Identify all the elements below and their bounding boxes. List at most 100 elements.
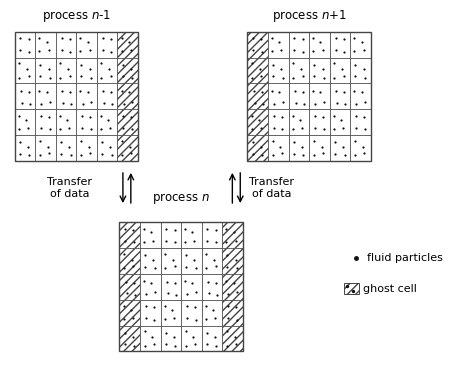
Bar bbox=[119, 326, 140, 352]
Bar bbox=[201, 300, 222, 326]
Bar bbox=[161, 300, 181, 326]
Bar bbox=[330, 83, 350, 109]
Text: process $n$-1: process $n$-1 bbox=[42, 8, 111, 24]
Bar bbox=[97, 32, 118, 57]
Bar bbox=[247, 83, 268, 109]
Bar bbox=[201, 274, 222, 300]
Bar bbox=[247, 57, 268, 83]
Bar bbox=[222, 300, 243, 326]
Bar bbox=[350, 83, 371, 109]
Bar bbox=[181, 248, 201, 274]
Bar bbox=[247, 109, 268, 135]
Bar bbox=[350, 135, 371, 161]
Bar bbox=[309, 109, 330, 135]
Text: Transfer
of data: Transfer of data bbox=[249, 177, 294, 199]
Bar bbox=[15, 135, 35, 161]
Bar bbox=[118, 135, 138, 161]
Bar bbox=[119, 222, 243, 352]
Bar bbox=[15, 32, 138, 161]
Bar bbox=[247, 135, 268, 161]
Bar bbox=[118, 57, 138, 83]
Bar bbox=[56, 109, 76, 135]
Bar bbox=[161, 326, 181, 352]
Bar bbox=[35, 32, 56, 57]
Bar bbox=[350, 32, 371, 57]
Bar bbox=[119, 300, 140, 326]
Bar bbox=[56, 32, 76, 57]
Bar bbox=[289, 135, 309, 161]
Bar bbox=[222, 222, 243, 248]
Bar bbox=[35, 57, 56, 83]
Bar bbox=[330, 57, 350, 83]
Text: ghost cell: ghost cell bbox=[363, 283, 417, 293]
Bar bbox=[201, 248, 222, 274]
Bar bbox=[201, 326, 222, 352]
Bar bbox=[118, 109, 138, 135]
Bar bbox=[76, 83, 97, 109]
Bar bbox=[268, 83, 289, 109]
Bar bbox=[247, 32, 371, 161]
Bar bbox=[118, 32, 138, 57]
Bar bbox=[222, 274, 243, 300]
Bar bbox=[140, 300, 161, 326]
Bar bbox=[181, 274, 201, 300]
Bar bbox=[35, 83, 56, 109]
Bar bbox=[309, 32, 330, 57]
Bar bbox=[56, 83, 76, 109]
Bar bbox=[181, 222, 201, 248]
Bar bbox=[289, 83, 309, 109]
Bar bbox=[140, 248, 161, 274]
Bar bbox=[268, 135, 289, 161]
Bar bbox=[15, 57, 35, 83]
Bar bbox=[56, 57, 76, 83]
Bar bbox=[119, 248, 140, 274]
Bar bbox=[201, 222, 222, 248]
Bar bbox=[330, 32, 350, 57]
Bar bbox=[161, 248, 181, 274]
Bar bbox=[76, 57, 97, 83]
Bar bbox=[35, 109, 56, 135]
Text: fluid particles: fluid particles bbox=[367, 253, 443, 263]
Bar bbox=[35, 135, 56, 161]
Bar bbox=[97, 83, 118, 109]
Bar bbox=[289, 57, 309, 83]
Bar bbox=[119, 222, 140, 248]
Bar bbox=[268, 57, 289, 83]
Bar bbox=[309, 83, 330, 109]
Bar bbox=[76, 135, 97, 161]
Bar bbox=[76, 32, 97, 57]
Bar bbox=[247, 32, 268, 57]
Bar bbox=[140, 274, 161, 300]
Bar bbox=[118, 83, 138, 109]
Bar bbox=[181, 326, 201, 352]
Bar bbox=[330, 109, 350, 135]
Bar bbox=[15, 109, 35, 135]
Bar bbox=[181, 300, 201, 326]
Bar bbox=[97, 135, 118, 161]
Bar bbox=[97, 57, 118, 83]
Bar bbox=[222, 326, 243, 352]
Bar bbox=[140, 326, 161, 352]
Bar bbox=[222, 248, 243, 274]
Bar bbox=[97, 109, 118, 135]
Bar bbox=[289, 32, 309, 57]
Text: Transfer
of data: Transfer of data bbox=[47, 177, 92, 199]
Bar bbox=[268, 109, 289, 135]
Bar bbox=[161, 274, 181, 300]
Bar bbox=[56, 135, 76, 161]
Bar bbox=[140, 222, 161, 248]
Bar bbox=[161, 222, 181, 248]
Bar bbox=[330, 135, 350, 161]
Bar bbox=[309, 57, 330, 83]
Bar bbox=[289, 109, 309, 135]
Text: process $n$+1: process $n$+1 bbox=[272, 8, 346, 24]
Bar bbox=[268, 32, 289, 57]
Bar bbox=[350, 57, 371, 83]
Bar bbox=[119, 274, 140, 300]
Bar bbox=[15, 32, 35, 57]
Bar bbox=[344, 283, 358, 294]
Text: process $n$: process $n$ bbox=[152, 191, 210, 206]
Bar bbox=[15, 83, 35, 109]
Bar bbox=[350, 109, 371, 135]
Bar bbox=[309, 135, 330, 161]
